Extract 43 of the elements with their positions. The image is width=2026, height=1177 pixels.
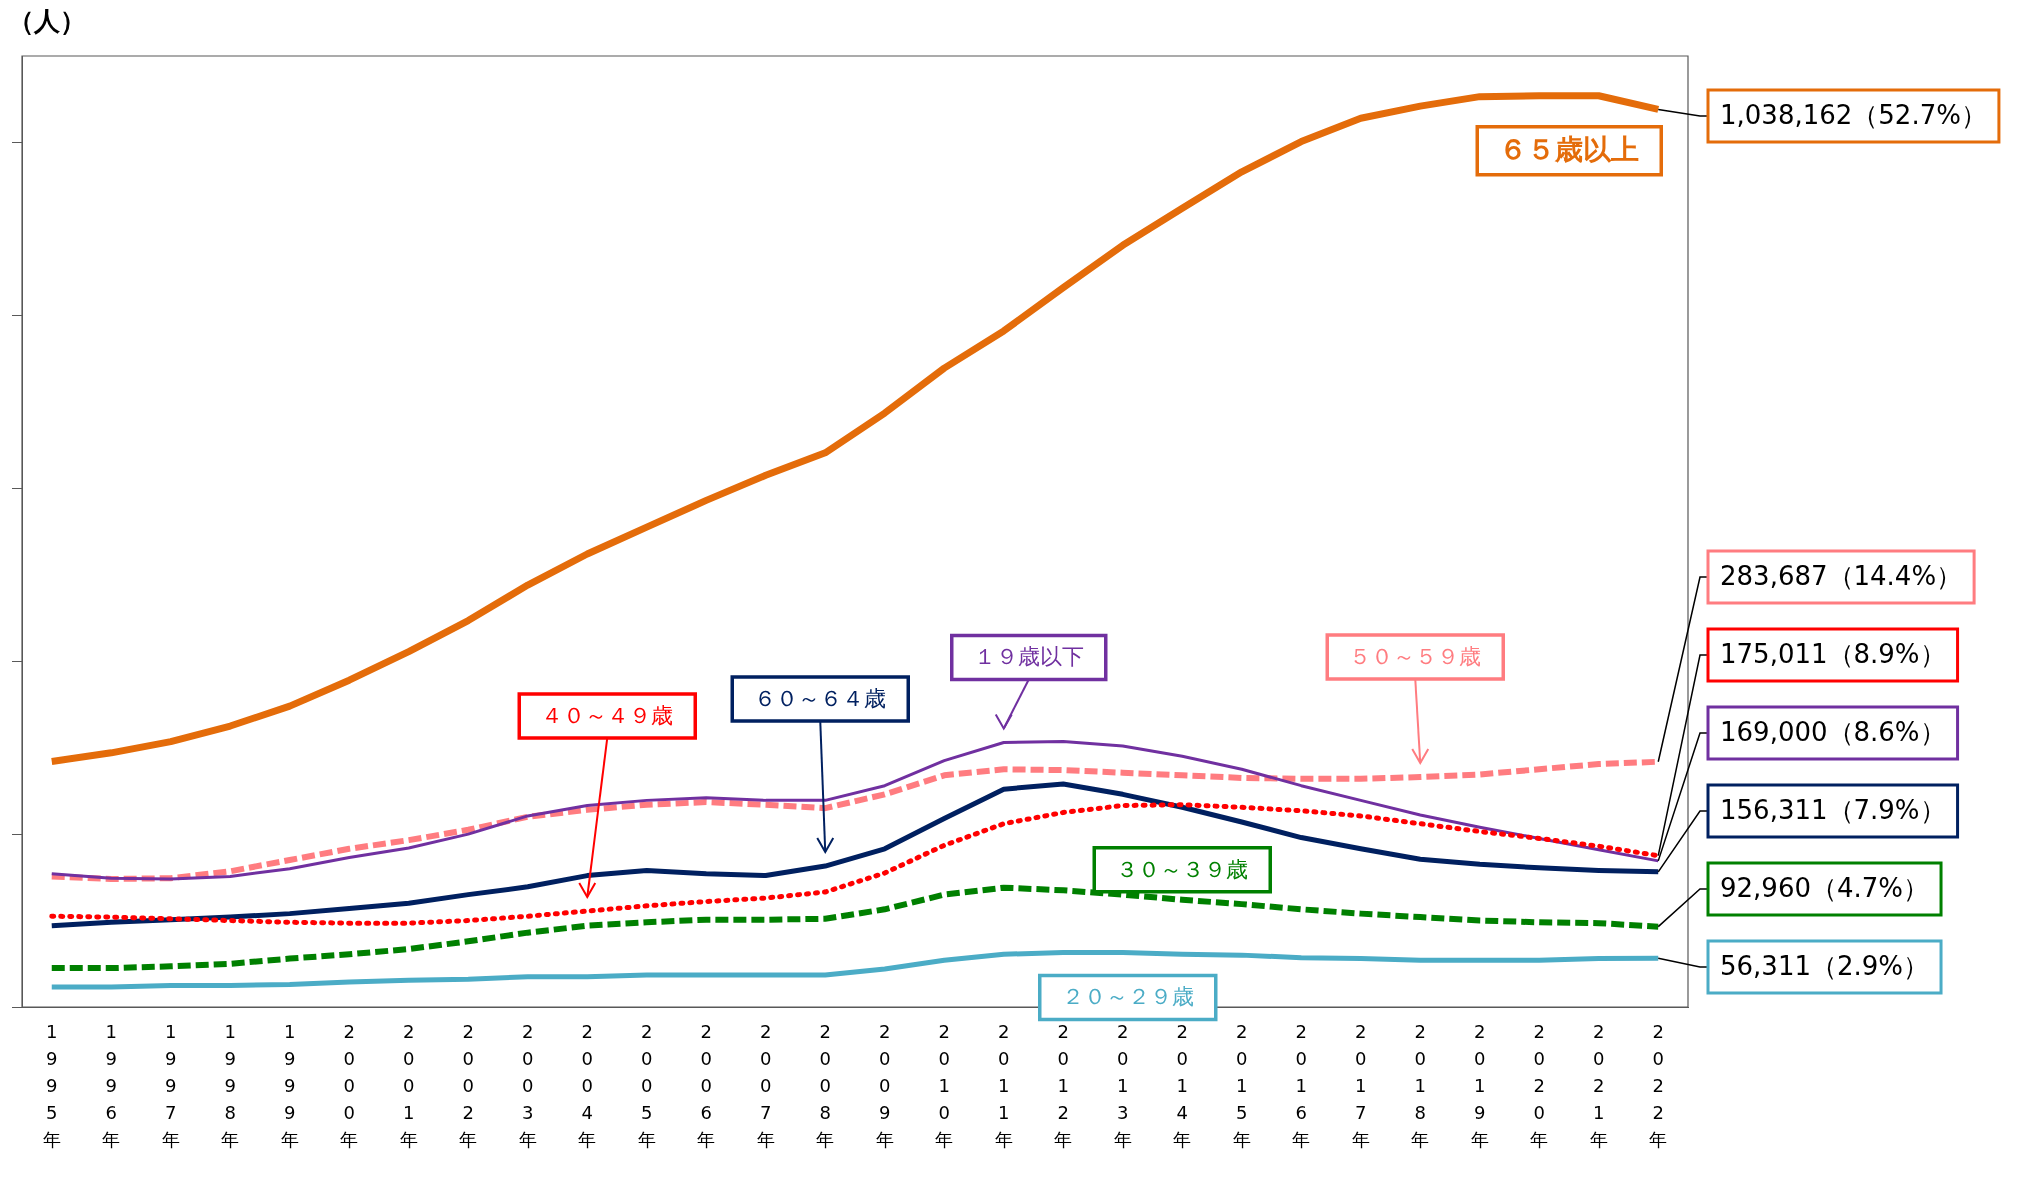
x-tick-label: 2017年 — [1351, 1021, 1370, 1151]
x-tick-label: 1996年 — [102, 1021, 121, 1151]
data-label: 175,011（8.9%） — [1720, 638, 1946, 669]
x-tick-label: 2009年 — [875, 1021, 894, 1151]
y-axis-title: （人） — [8, 5, 86, 36]
x-tick-label: 2007年 — [756, 1021, 775, 1151]
x-tick-label: 2020年 — [1530, 1021, 1549, 1151]
x-tick-label: 2014年 — [1173, 1021, 1192, 1151]
x-tick-label: 2012年 — [1054, 1021, 1073, 1151]
x-tick-label: 1999年 — [280, 1021, 299, 1151]
data-label: 283,687（14.4%） — [1720, 560, 1963, 591]
x-tick-label: 2010年 — [935, 1021, 954, 1151]
x-tick-label: 2011年 — [994, 1021, 1013, 1151]
text: ６０～６４歳 — [754, 685, 887, 711]
series-label: ２０～２９歳 — [1061, 984, 1194, 1010]
data-label: 92,960（4.7%） — [1720, 872, 1930, 903]
x-tick-label: 2008年 — [816, 1021, 835, 1151]
x-tick-label: 2000年 — [340, 1021, 359, 1151]
series-label: ３０～３９歳 — [1116, 856, 1249, 882]
x-tick-label: 2004年 — [578, 1021, 597, 1151]
text: ５０～５９歳 — [1349, 643, 1482, 669]
series-label: ６５歳以上 — [1499, 133, 1640, 167]
x-tick-label: 2022年 — [1649, 1021, 1668, 1151]
x-tick-label: 2018年 — [1411, 1021, 1430, 1151]
x-tick-label: 1998年 — [221, 1021, 240, 1151]
x-tick-label: 1997年 — [161, 1021, 180, 1151]
data-label: 56,311（2.9%） — [1720, 950, 1930, 981]
x-tick-label: 2005年 — [637, 1021, 656, 1151]
x-tick-label: 2013年 — [1113, 1021, 1132, 1151]
text: ４０～４９歳 — [541, 702, 674, 728]
x-tick-label: 2015年 — [1232, 1021, 1251, 1151]
data-label: 169,000（8.6%） — [1720, 716, 1946, 747]
x-tick-label: 1995年 — [42, 1021, 61, 1151]
data-label: 156,311（7.9%） — [1720, 794, 1946, 825]
x-tick-label: 2021年 — [1589, 1021, 1608, 1151]
x-tick-label: 2006年 — [697, 1021, 716, 1151]
x-tick-label: 2002年 — [459, 1021, 478, 1151]
x-tick-label: 2003年 — [518, 1021, 537, 1151]
x-tick-label: 2001年 — [399, 1021, 418, 1151]
text: １９歳以下 — [973, 644, 1084, 670]
data-label: 1,038,162（52.7%） — [1720, 99, 1987, 130]
x-tick-label: 2019年 — [1470, 1021, 1489, 1151]
x-tick-label: 2016年 — [1292, 1021, 1311, 1151]
